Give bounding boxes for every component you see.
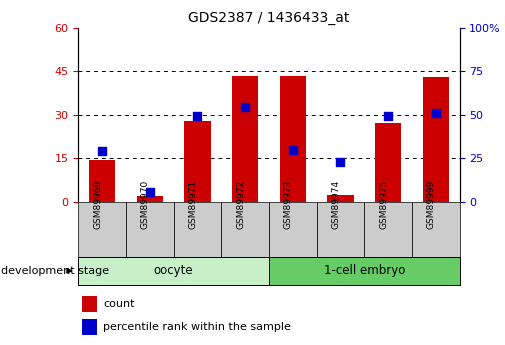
Bar — [78, 257, 269, 285]
Bar — [184, 120, 211, 202]
Text: GSM89973: GSM89973 — [284, 180, 293, 229]
Text: GSM89975: GSM89975 — [379, 180, 388, 229]
Bar — [126, 202, 174, 257]
Bar — [269, 257, 460, 285]
Bar — [364, 202, 412, 257]
Bar — [375, 124, 401, 202]
Point — [98, 149, 106, 154]
Text: GSM89974: GSM89974 — [331, 180, 340, 229]
Point — [432, 110, 440, 116]
Bar — [174, 202, 221, 257]
Text: GSM89971: GSM89971 — [188, 180, 197, 229]
Point — [241, 104, 249, 110]
Text: oocyte: oocyte — [154, 264, 193, 277]
Title: GDS2387 / 1436433_at: GDS2387 / 1436433_at — [188, 11, 349, 25]
Text: 1-cell embryo: 1-cell embryo — [324, 264, 405, 277]
Bar — [317, 202, 364, 257]
Bar — [327, 195, 354, 202]
Bar — [82, 296, 97, 312]
Bar — [280, 76, 306, 202]
Bar — [137, 196, 163, 202]
Text: GSM89970: GSM89970 — [141, 180, 150, 229]
Point — [146, 189, 154, 195]
Bar — [82, 319, 97, 335]
Bar — [412, 202, 460, 257]
Text: GSM89969: GSM89969 — [93, 180, 102, 229]
Point — [384, 113, 392, 118]
Bar — [78, 202, 126, 257]
Text: development stage: development stage — [1, 266, 109, 276]
Bar — [232, 76, 258, 202]
Bar — [423, 77, 449, 202]
Text: count: count — [103, 299, 134, 309]
Text: percentile rank within the sample: percentile rank within the sample — [103, 322, 291, 332]
Bar — [89, 160, 115, 202]
Point — [336, 159, 344, 165]
Text: GSM89999: GSM89999 — [427, 180, 436, 229]
Bar — [221, 202, 269, 257]
Bar — [269, 202, 317, 257]
Text: GSM89972: GSM89972 — [236, 180, 245, 229]
Point — [193, 113, 201, 118]
Point — [289, 148, 297, 153]
